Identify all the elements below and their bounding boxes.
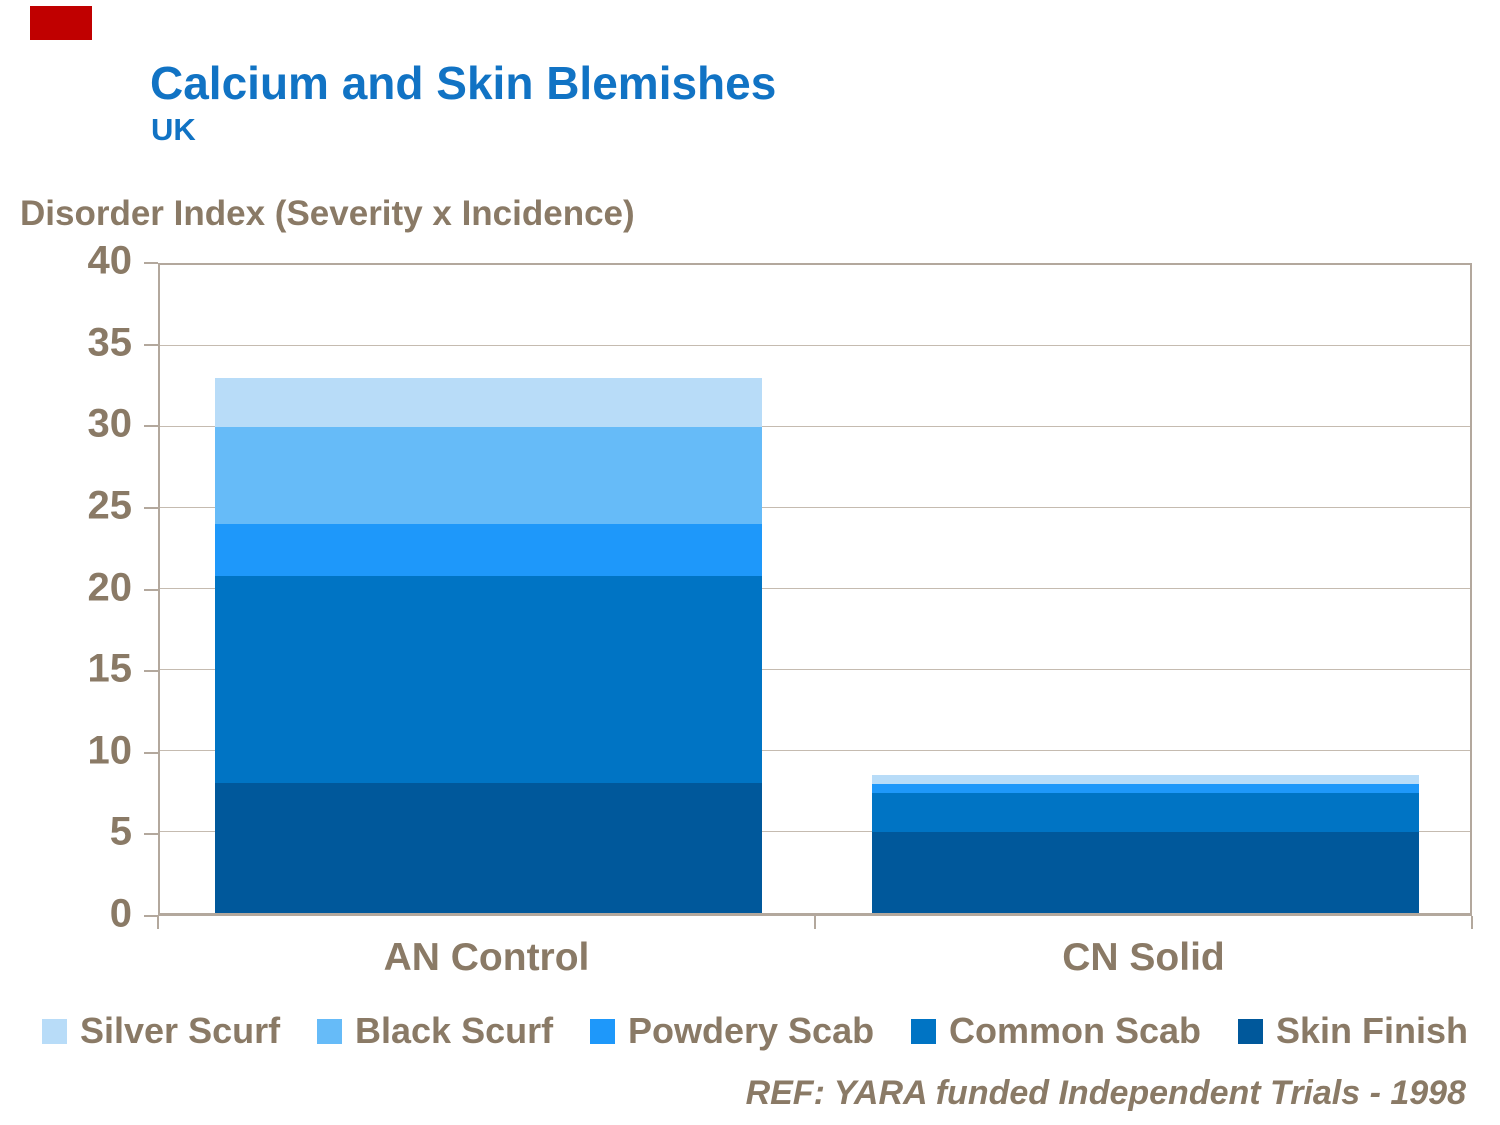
x-tick-mark-1 <box>814 916 816 929</box>
chart-title: Calcium and Skin Blemishes <box>150 57 777 109</box>
legend-swatch-icon <box>317 1018 342 1044</box>
segment-powdery-scab <box>214 524 763 577</box>
x-tick-mark-2 <box>1471 916 1473 929</box>
gridline-20 <box>160 588 1470 589</box>
y-tick-mark-20 <box>144 588 158 591</box>
legend-item-common-scab: Common Scab <box>911 1010 1201 1052</box>
legend-swatch-icon <box>1237 1018 1263 1044</box>
stacked-bar-an-control <box>214 265 763 913</box>
y-tick-label-35: 35 <box>87 320 133 365</box>
legend-item-silver-scurf: Silver Scurf <box>42 1010 280 1052</box>
segment-silver-scurf <box>871 775 1420 785</box>
y-tick-label-15: 15 <box>87 646 133 691</box>
gridline-30 <box>160 426 1470 427</box>
legend-label: Powdery Scab <box>628 1010 875 1051</box>
segment-common-scab <box>214 576 763 784</box>
y-tick-label-0: 0 <box>109 891 132 936</box>
y-tick-mark-25 <box>144 506 158 509</box>
legend-swatch-icon <box>911 1018 936 1044</box>
segment-black-scurf <box>214 427 763 525</box>
legend-label: Silver Scurf <box>80 1010 281 1051</box>
legend-item-skin-finish: Skin Finish <box>1237 1010 1468 1052</box>
x-category-label-1: AN Control <box>383 936 590 979</box>
x-tick-mark-0 <box>157 916 159 929</box>
y-tick-mark-5 <box>144 833 158 836</box>
x-category-label-2: CN Solid <box>1062 936 1225 979</box>
gridline-25 <box>160 507 1470 508</box>
segment-skin-finish <box>214 783 763 913</box>
y-tick-label-5: 5 <box>109 810 132 855</box>
legend-swatch-icon <box>590 1018 615 1044</box>
legend-label: Black Scurf <box>355 1010 554 1051</box>
legend-item-black-scurf: Black Scurf <box>317 1010 553 1052</box>
red-accent-block <box>30 6 92 40</box>
gridline-35 <box>160 345 1470 346</box>
gridline-15 <box>160 669 1470 670</box>
legend-item-powdery-scab: Powdery Scab <box>590 1010 874 1052</box>
y-tick-mark-15 <box>144 670 158 673</box>
segment-powdery-scab <box>871 784 1420 794</box>
gridline-10 <box>160 750 1470 751</box>
stacked-bar-cn-solid <box>871 265 1420 913</box>
segment-skin-finish <box>871 832 1420 913</box>
y-tick-mark-10 <box>144 751 158 754</box>
y-tick-mark-40 <box>144 262 158 264</box>
y-tick-label-20: 20 <box>87 565 133 610</box>
legend-swatch-icon <box>42 1018 67 1044</box>
y-tick-label-10: 10 <box>87 728 133 773</box>
reference-note: REF: YARA funded Independent Trials - 19… <box>745 1074 1466 1112</box>
y-tick-mark-0 <box>144 915 158 917</box>
y-tick-label-30: 30 <box>87 401 133 446</box>
y-tick-label-25: 25 <box>87 483 133 528</box>
segment-silver-scurf <box>214 378 763 428</box>
legend-label: Skin Finish <box>1275 1010 1468 1051</box>
segment-common-scab <box>871 793 1420 832</box>
legend: Silver Scurf Black Scurf Powdery Scab Commo… <box>42 1008 1468 1054</box>
chart-subtitle: UK <box>151 112 196 147</box>
gridline-5 <box>160 831 1470 832</box>
y-tick-mark-30 <box>144 425 158 428</box>
legend-label: Common Scab <box>949 1010 1202 1051</box>
y-axis-title: Disorder Index (Severity x Incidence) <box>20 194 635 233</box>
plot-area <box>158 263 1472 916</box>
y-tick-label-40: 40 <box>87 238 133 283</box>
y-tick-mark-35 <box>144 343 158 346</box>
